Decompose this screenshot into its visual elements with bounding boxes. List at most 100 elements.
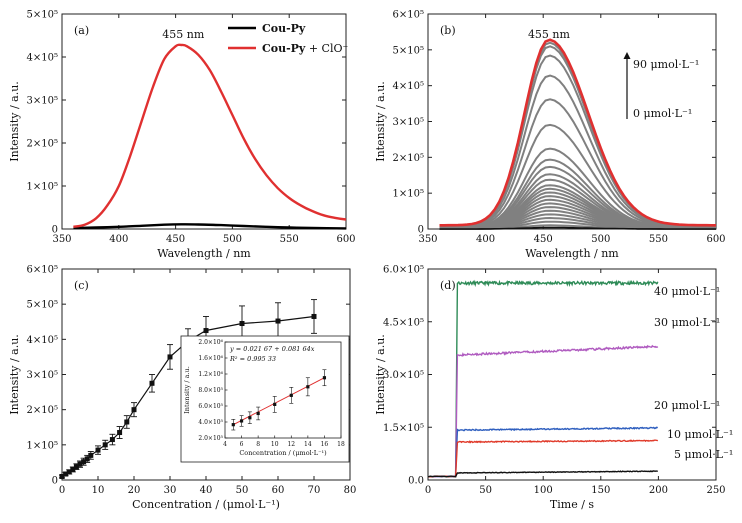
data-point	[167, 354, 173, 360]
data-point	[275, 318, 281, 324]
series-label: 30 μmol·L⁻¹	[654, 316, 720, 329]
inset-data-point	[248, 416, 252, 420]
inset-data-point	[256, 411, 260, 416]
inset-x-tick-label: 4	[223, 441, 227, 448]
x-axis-label: Time / s	[550, 498, 594, 511]
titration-curve-initial	[439, 226, 716, 230]
y-tick-label: 0	[418, 225, 424, 236]
x-tick-label: 350	[418, 234, 437, 245]
y-tick-label: 5×10⁵	[393, 45, 424, 56]
data-point	[149, 380, 155, 386]
y-tick-label: 4×10⁵	[27, 335, 58, 346]
y-tick-label: 2×10⁵	[27, 139, 58, 150]
x-tick-label: 20	[128, 485, 141, 496]
data-point	[81, 459, 87, 465]
y-tick-label: 5×10⁵	[27, 10, 58, 21]
x-tick-label: 600	[336, 234, 355, 245]
series-label: 5 μmol·L⁻¹	[674, 448, 733, 461]
inset-data-point	[273, 402, 277, 406]
inset-y-tick-label: 8.0×10⁵	[198, 387, 223, 394]
data-point	[102, 442, 108, 448]
y-tick-label: 0.0	[408, 476, 424, 487]
inset-frame-outer	[180, 335, 350, 463]
inset-x-tick-label: 8	[256, 441, 260, 448]
inset-y-tick-label: 4.0×10⁵	[198, 419, 223, 426]
arrow-top-label: 90 μmol·L⁻¹	[633, 58, 699, 71]
data-point	[88, 452, 94, 458]
x-tick-label: 50	[236, 485, 249, 496]
kinetic-trace	[427, 470, 658, 478]
y-tick-label: 3×10⁵	[27, 96, 58, 107]
arrow-bottom-label: 0 μmol·L⁻¹	[633, 107, 692, 120]
x-tick-label: 600	[706, 234, 725, 245]
x-tick-label: 450	[166, 234, 185, 245]
inset-x-tick-label: 12	[287, 441, 295, 448]
y-tick-label: 6.0×10⁵	[383, 265, 424, 276]
inset-data-point	[306, 385, 310, 389]
kinetic-trace	[427, 279, 659, 478]
inset-data-point	[322, 376, 327, 380]
series-line-cou-py	[73, 223, 347, 230]
data-point	[59, 473, 65, 479]
panel-c: 0 10 20 30 40 50 60 70 80 0 1×10⁵ 2×10⁵ 3×10⁵ 4×10⁵ 5×…	[8, 265, 356, 512]
y-tick-label: 1×10⁵	[27, 182, 58, 193]
x-axis-label: Wavelength / nm	[525, 247, 619, 260]
series-label: 40 μmol·L⁻¹	[654, 285, 720, 298]
panel-b: 350 400 450 500 550 600 0 1×10⁵ 2×10⁵ 3×10⁵ 4×10⁵ 5…	[374, 10, 726, 261]
y-tick-label: 3×10⁵	[27, 370, 58, 381]
x-tick-label: 450	[534, 234, 553, 245]
x-tick-label: 30	[164, 485, 177, 496]
series-label: 20 μmol·L⁻¹	[654, 399, 720, 412]
y-tick-label: 1.5×10⁵	[383, 423, 424, 434]
y-tick-label: 0	[52, 225, 58, 236]
plot-frame	[427, 268, 717, 481]
y-axis-label: Intensity / a.u.	[8, 81, 21, 162]
x-tick-label: 0	[425, 485, 431, 496]
panel-label: (b)	[440, 24, 456, 37]
inset-y-tick-label: 6.0×10⁵	[198, 403, 223, 410]
panel-label: (a)	[74, 24, 89, 37]
panel-d: 0 50 100 150 200 250 0.0 1.5×10⁵ 3.0×10⁵ 4.5×10⁵ 6…	[374, 265, 733, 512]
inset-data-point	[231, 423, 235, 427]
x-tick-label: 70	[308, 485, 321, 496]
x-tick-label: 400	[109, 234, 128, 245]
x-tick-label: 40	[200, 485, 213, 496]
plot-frame	[427, 13, 717, 230]
y-tick-label: 6×10⁵	[27, 265, 58, 276]
x-tick-label: 500	[223, 234, 242, 245]
x-axis-label: Concentration / (μmol·L⁻¹)	[132, 498, 280, 511]
data-point	[131, 407, 137, 413]
x-tick-label: 10	[92, 485, 105, 496]
plot-frame	[61, 13, 347, 230]
y-tick-label: 4.5×10⁵	[383, 317, 424, 328]
y-axis-label: Intensity / a.u.	[374, 81, 387, 162]
data-point	[70, 466, 76, 472]
x-axis-label: Wavelength / nm	[157, 247, 251, 260]
y-tick-label: 6×10⁵	[393, 10, 424, 21]
inset-x-tick-label: 10	[271, 441, 279, 448]
legend-label: Cou-Py + ClO⁻	[262, 42, 348, 55]
inset-x-tick-label: 18	[337, 441, 345, 448]
peak-annotation: 455 nm	[162, 28, 205, 41]
data-point	[95, 447, 101, 453]
inset-y-tick-label: 1.2×10⁶	[198, 371, 223, 378]
y-tick-label: 1×10⁵	[27, 440, 58, 451]
x-tick-label: 80	[344, 485, 357, 496]
y-tick-label: 4×10⁵	[27, 53, 58, 64]
x-tick-label: 400	[476, 234, 495, 245]
inset-x-tick-label: 6	[240, 441, 244, 448]
data-point	[203, 328, 209, 334]
x-tick-label: 60	[272, 485, 285, 496]
inset-x-tick-label: 14	[304, 441, 312, 448]
data-point	[109, 437, 115, 443]
series-label: 10 μmol·L⁻¹	[667, 428, 733, 441]
y-tick-label: 1×10⁵	[393, 189, 424, 200]
legend-label: Cou-Py	[262, 22, 306, 35]
x-tick-label: 550	[649, 234, 668, 245]
panel-a: 350 400 450 500 550 600 0 1×10⁵ 2×10⁵ 3×10⁵ 4×10⁵ 5…	[8, 10, 356, 261]
data-point	[84, 456, 90, 462]
x-tick-label: 0	[59, 485, 65, 496]
kinetic-trace	[428, 439, 659, 478]
panel-label: (c)	[74, 279, 89, 292]
x-tick-label: 100	[534, 485, 553, 496]
